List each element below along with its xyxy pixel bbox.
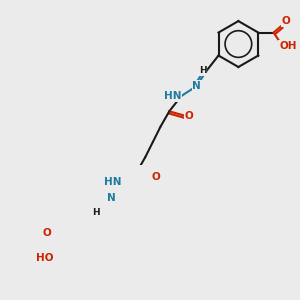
Text: H: H <box>199 66 206 75</box>
Text: HN: HN <box>104 177 121 188</box>
Text: O: O <box>42 228 51 238</box>
Text: H: H <box>92 208 99 217</box>
Text: O: O <box>184 111 194 121</box>
Text: O: O <box>152 172 161 182</box>
Text: HN: HN <box>164 91 181 101</box>
Text: N: N <box>107 193 116 203</box>
Text: N: N <box>192 81 201 91</box>
Text: OH: OH <box>279 41 297 51</box>
Text: O: O <box>281 16 290 26</box>
Text: HO: HO <box>36 253 53 263</box>
